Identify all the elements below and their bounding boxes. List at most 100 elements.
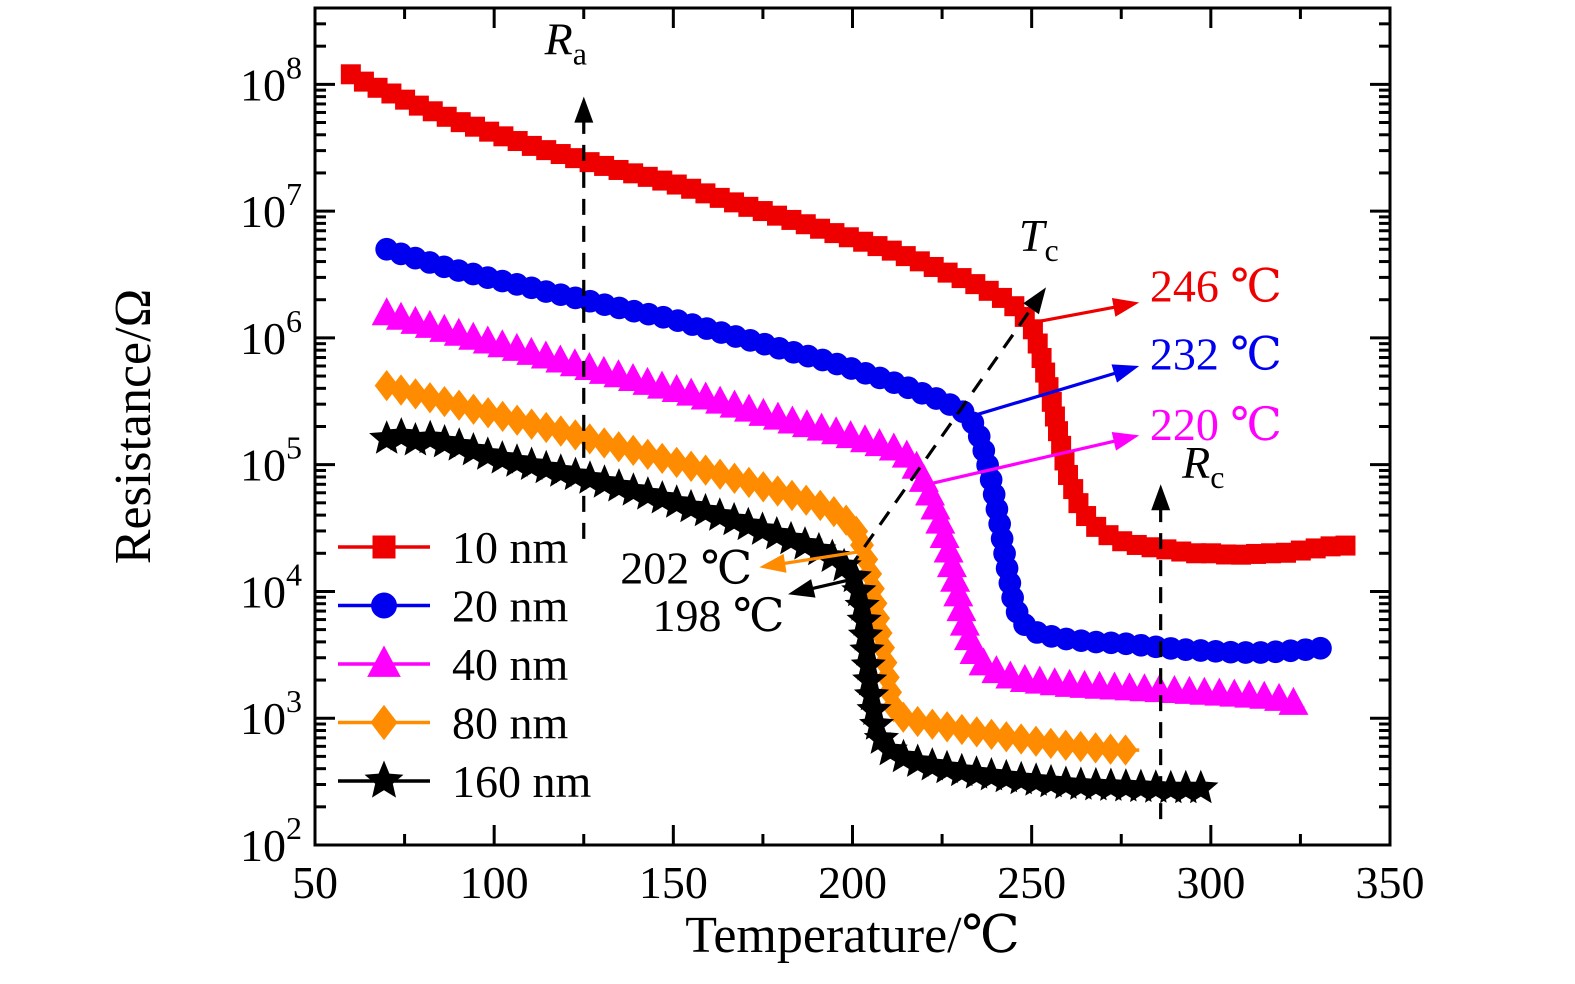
legend-item-80-nm: 80 nm xyxy=(338,698,569,749)
annotation-arrow-line xyxy=(1027,304,1122,326)
annotation-t232-arrow xyxy=(970,364,1140,418)
marker-diamond xyxy=(905,705,930,738)
x-tick-label: 50 xyxy=(292,857,338,908)
marker-circle xyxy=(371,592,397,619)
legend-label-160-nm: 160 nm xyxy=(452,756,592,807)
marker-diamond xyxy=(780,479,804,512)
marker-diamond xyxy=(868,617,893,649)
x-tick-label: 300 xyxy=(1176,857,1245,908)
marker-diamond xyxy=(866,602,891,634)
marker-diamond xyxy=(1053,729,1078,761)
series-markers-160-nm xyxy=(369,417,1219,804)
marker-diamond xyxy=(964,716,989,748)
x-tick-label: 250 xyxy=(997,857,1066,908)
marker-star xyxy=(850,647,886,681)
marker-star xyxy=(1183,769,1219,804)
marker-diamond xyxy=(1083,732,1108,764)
x-tick-label: 200 xyxy=(818,857,887,908)
annotation-arrow-line xyxy=(777,549,868,567)
series-160-nm xyxy=(369,417,1219,804)
marker-diamond xyxy=(935,711,960,743)
y-axis-title: Resistance/Ω xyxy=(105,289,162,564)
axes: 50 100 150 200 250 300 350 102 103 104 105 106 107 10… xyxy=(240,8,1425,908)
marker-star xyxy=(852,662,888,696)
marker-diamond xyxy=(370,704,398,741)
series-markers-80-nm xyxy=(374,370,1138,766)
marker-triangle xyxy=(1278,686,1309,715)
annotation-arrowhead xyxy=(1023,287,1046,315)
annotation-arrowhead xyxy=(1111,432,1140,451)
marker-diamond xyxy=(389,374,413,406)
annotation-arrowhead xyxy=(1111,298,1140,317)
series-markers-40-nm xyxy=(371,297,1309,715)
marker-diamond xyxy=(844,515,869,547)
y-tick-label: 105 xyxy=(240,430,302,491)
annotation-tc-arrow xyxy=(847,287,1046,571)
marker-diamond xyxy=(994,721,1019,753)
marker-triangle xyxy=(946,593,977,622)
marker-diamond xyxy=(873,646,898,679)
marker-diamond xyxy=(979,718,1004,750)
annotation-arrow-line xyxy=(970,369,1123,418)
annotation-label-t246-label: 246 ℃ xyxy=(1150,260,1282,311)
marker-diamond xyxy=(878,676,903,708)
marker-triangle xyxy=(933,534,964,563)
x-tick-label: 150 xyxy=(639,857,708,908)
legend-label-40-nm: 40 nm xyxy=(452,639,569,690)
annotation-arrowhead xyxy=(759,553,787,573)
legend-item-10-nm: 10 nm xyxy=(338,522,569,573)
marker-diamond xyxy=(621,434,646,467)
legend-label-10-nm: 10 nm xyxy=(452,522,569,573)
y-tick-label: 103 xyxy=(240,683,302,744)
marker-star xyxy=(841,572,877,607)
marker-star xyxy=(844,587,880,621)
annotation-label-tc-label: Tc xyxy=(1019,210,1059,268)
annotation-arrowhead xyxy=(574,96,594,123)
legend-label-80-nm: 80 nm xyxy=(452,698,569,749)
marker-diamond xyxy=(891,701,916,733)
annotation-label-t232-label: 232 ℃ xyxy=(1150,329,1282,380)
series-80-nm xyxy=(374,370,1140,766)
annotation-ra-arrow xyxy=(574,96,594,539)
marker-diamond xyxy=(519,408,544,440)
plot-border xyxy=(313,6,1392,847)
marker-diamond xyxy=(1113,734,1138,766)
legend-item-160-nm: 160 nm xyxy=(338,756,592,807)
annotation-arrowhead xyxy=(1111,364,1140,383)
annotation-arrow-line xyxy=(847,301,1037,571)
marker-star xyxy=(364,760,404,798)
annotation-arrowhead xyxy=(788,579,816,598)
marker-diamond xyxy=(650,442,675,475)
annotation-label-t202-label: 202 ℃ xyxy=(620,542,752,593)
marker-diamond xyxy=(505,404,530,436)
annotation-label-t198-label: 198 ℃ xyxy=(652,590,784,641)
marker-diamond xyxy=(1098,733,1123,765)
series-40-nm xyxy=(371,297,1309,715)
legend: 10 nm 20 nm 40 nm 80 nm 160 nm xyxy=(338,522,592,807)
series-10-nm xyxy=(340,64,1356,565)
marker-diamond xyxy=(708,458,733,490)
annotation-label-ra-label: Ra xyxy=(544,13,587,71)
marker-triangle xyxy=(940,563,971,592)
marker-diamond xyxy=(949,713,974,746)
x-tick-label: 350 xyxy=(1356,857,1425,908)
marker-square xyxy=(372,535,396,559)
marker-star xyxy=(847,617,884,651)
y-tick-label: 102 xyxy=(240,810,302,871)
marker-diamond xyxy=(1024,725,1048,757)
marker-diamond xyxy=(881,690,906,723)
y-tick-label: 106 xyxy=(240,303,302,364)
marker-circle xyxy=(1309,636,1332,660)
y-tick-label: 104 xyxy=(240,556,302,617)
marker-diamond xyxy=(751,471,776,503)
legend-item-40-nm: 40 nm xyxy=(338,639,569,690)
marker-diamond xyxy=(722,462,747,494)
marker-star xyxy=(846,602,882,636)
marker-diamond xyxy=(548,415,573,447)
annotation-arrow-line xyxy=(805,577,853,592)
annotation-t220-arrow xyxy=(927,432,1140,486)
annotation-arrowhead xyxy=(1151,484,1171,511)
x-tick-label: 100 xyxy=(460,857,529,908)
